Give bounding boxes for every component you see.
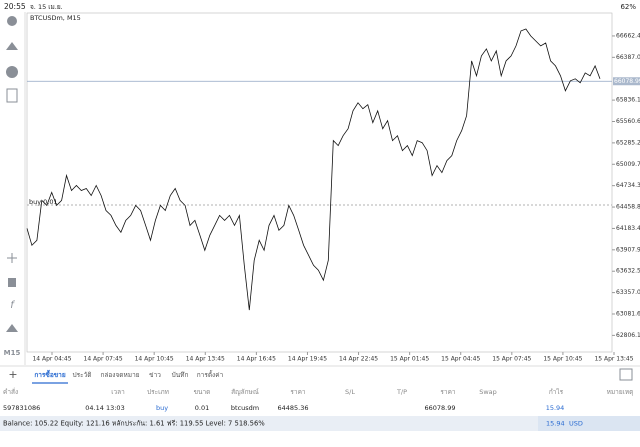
x-tick-label: 14 Apr 04:45: [32, 356, 71, 363]
y-tick-label: 63907.95: [616, 246, 640, 253]
table-cell: 0.01: [195, 404, 209, 412]
y-tick-label: 65009.75: [616, 161, 640, 168]
tab[interactable]: บันทึก: [172, 371, 189, 379]
chat-icon[interactable]: [6, 66, 18, 78]
y-tick-label: 64183.40: [616, 225, 640, 232]
y-tick-label: 66662.45: [616, 32, 640, 39]
x-tick-label: 14 Apr 07:45: [84, 356, 123, 363]
chart-frame: [26, 12, 613, 353]
account-icon[interactable]: [7, 16, 17, 26]
summary-currency: USD: [569, 420, 583, 428]
status-time: 20:55: [4, 2, 26, 11]
table-cell: btcusdm: [231, 404, 259, 412]
x-tick-label: 14 Apr 22:45: [339, 356, 378, 363]
summary-text: Balance: 105.22 Equity: 121.16 หลักประกั…: [3, 420, 265, 428]
table-header: ขนาด: [194, 388, 211, 396]
table-header: ราคา: [290, 388, 305, 396]
summary-profit: 15.94: [546, 420, 565, 428]
indicators-icon[interactable]: f: [10, 300, 15, 311]
table-header: เวลา: [111, 388, 125, 396]
tab[interactable]: กล่องจดหมาย: [100, 371, 139, 379]
chart-title: BTCUSDm, M15: [30, 14, 81, 22]
x-tick-label: 15 Apr 01:45: [390, 356, 429, 363]
status-battery: 62%: [620, 3, 636, 11]
table-cell: buy: [156, 404, 168, 412]
table-header: สัญลักษณ์: [231, 388, 259, 396]
layout-icon[interactable]: [619, 368, 633, 381]
tab[interactable]: ข่าว: [149, 371, 161, 379]
x-tick-label: 14 Apr 10:45: [135, 356, 174, 363]
y-tick-label: 63357.05: [616, 289, 640, 296]
table-cell: 64485.36: [277, 404, 308, 412]
y-tick-label: 64458.85: [616, 204, 640, 211]
x-tick-label: 14 Apr 19:45: [288, 356, 327, 363]
table-header: ประเภท: [147, 388, 169, 396]
table-header: Swap: [479, 388, 497, 396]
y-tick-label: 63081.60: [616, 310, 640, 317]
current-price-label: 66078.99: [614, 78, 640, 85]
x-tick-label: 14 Apr 16:45: [237, 356, 276, 363]
new-order-icon[interactable]: [6, 88, 18, 103]
table-cell: 04.14 13:03: [85, 404, 124, 412]
timeframe-button[interactable]: M15: [4, 349, 21, 357]
table-cell: 66078.99: [424, 404, 455, 412]
chart-type-icon[interactable]: [8, 278, 16, 287]
x-tick-label: 15 Apr 04:45: [441, 356, 480, 363]
x-tick-label: 15 Apr 10:45: [543, 356, 582, 363]
y-tick-label: 63632.50: [616, 268, 640, 275]
y-tick-label: 65560.65: [616, 118, 640, 125]
price-line: [26, 28, 601, 311]
table-header: หมายเหตุ: [607, 388, 634, 396]
tab[interactable]: การซื้อขาย: [34, 369, 65, 379]
table-header: ราคา: [440, 388, 455, 396]
y-tick-label: 65836.16: [616, 97, 640, 104]
table-cell: 15.94: [546, 404, 565, 412]
trade-icon[interactable]: [6, 42, 18, 50]
add-button[interactable]: +: [8, 368, 17, 381]
table-cell: 597831086: [3, 404, 40, 412]
y-tick-label: 66387.00: [616, 54, 640, 61]
objects-icon[interactable]: [6, 324, 18, 332]
y-tick-label: 62806.15: [616, 332, 640, 339]
profit-box: [538, 416, 640, 431]
table-header: คำสั่ง: [3, 387, 18, 396]
y-tick-label: 64734.30: [616, 182, 640, 189]
current-price-box: [613, 77, 640, 86]
x-tick-label: 15 Apr 13:45: [594, 356, 633, 363]
tab[interactable]: การตั้งค่า: [197, 370, 224, 379]
x-tick-label: 15 Apr 07:45: [492, 356, 531, 363]
crosshair-icon[interactable]: [7, 253, 17, 263]
y-tick-label: 65285.20: [616, 139, 640, 146]
summary-bar: [0, 416, 640, 431]
status-date: จ. 15 เม.ย.: [30, 3, 63, 11]
x-tick-label: 14 Apr 13:45: [186, 356, 225, 363]
table-header: S/L: [345, 388, 355, 396]
table-header: กำไร: [549, 388, 564, 396]
table-header: T/P: [396, 388, 407, 396]
tab[interactable]: ประวัติ: [73, 371, 92, 379]
